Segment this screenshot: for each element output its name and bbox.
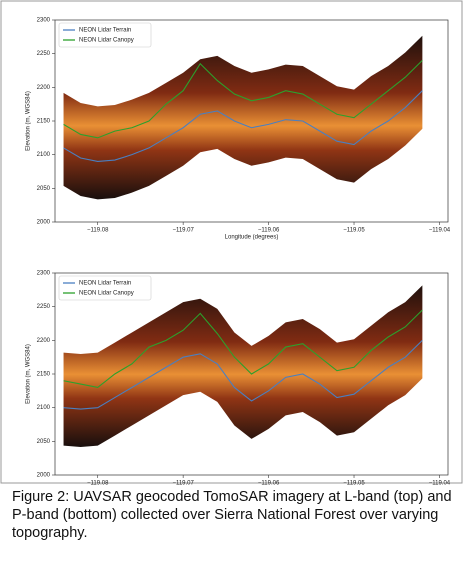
- y-tick-label: 2200: [37, 338, 51, 344]
- figure: 2000 2050 2100 2150 2200 2250 2300 −119.08 −119.…: [0, 0, 463, 485]
- legend-label: NEON Lidar Terrain: [79, 281, 131, 287]
- y-tick-label: 2250: [37, 51, 51, 57]
- x-tick-label: −119.08: [87, 481, 109, 485]
- x-tick-label: −119.06: [258, 228, 280, 234]
- x-tick-label: −119.06: [258, 481, 280, 485]
- y-tick-label: 2000: [37, 220, 51, 226]
- y-tick-label: 2250: [37, 304, 51, 310]
- y-axis-label: Elevation (m, WGS84): [26, 344, 32, 404]
- legend-label: NEON Lidar Terrain: [79, 28, 131, 34]
- y-tick-label: 2050: [37, 186, 51, 192]
- series-line: [63, 90, 423, 162]
- series-line: [63, 309, 423, 389]
- series-line: [63, 60, 423, 139]
- caption: Figure 2: UAVSAR geocoded TomoSAR imager…: [12, 489, 452, 541]
- x-tick-label: −119.05: [343, 228, 365, 234]
- legend-box: [58, 22, 152, 48]
- x-tick-label: −119.04: [429, 481, 451, 485]
- tomogram: [63, 35, 423, 200]
- y-tick-label: 2150: [37, 119, 51, 125]
- x-tick-label: −119.08: [87, 228, 109, 234]
- legend-box: [58, 275, 152, 301]
- y-tick-label: 2300: [37, 18, 51, 24]
- x-tick-label: −119.04: [429, 228, 451, 234]
- x-tick-label: −119.07: [172, 481, 194, 485]
- y-axis-label: Elevation (m, WGS84): [26, 91, 32, 151]
- figure-frame: [0, 0, 463, 484]
- y-tick-label: 2150: [37, 372, 51, 378]
- y-tick-label: 2100: [37, 152, 51, 158]
- y-tick-label: 2300: [37, 271, 51, 277]
- y-tick-label: 2050: [37, 439, 51, 445]
- legend-label: NEON Lidar Canopy: [79, 291, 134, 297]
- y-tick-label: 2100: [37, 405, 51, 411]
- y-tick-label: 2000: [37, 473, 51, 479]
- x-tick-label: −119.05: [343, 481, 365, 485]
- x-tick-label: −119.07: [172, 228, 194, 234]
- y-tick-label: 2200: [37, 85, 51, 91]
- x-axis-label: Longitude (degrees): [225, 235, 279, 241]
- series-line: [63, 339, 423, 410]
- legend-label: NEON Lidar Canopy: [79, 38, 134, 44]
